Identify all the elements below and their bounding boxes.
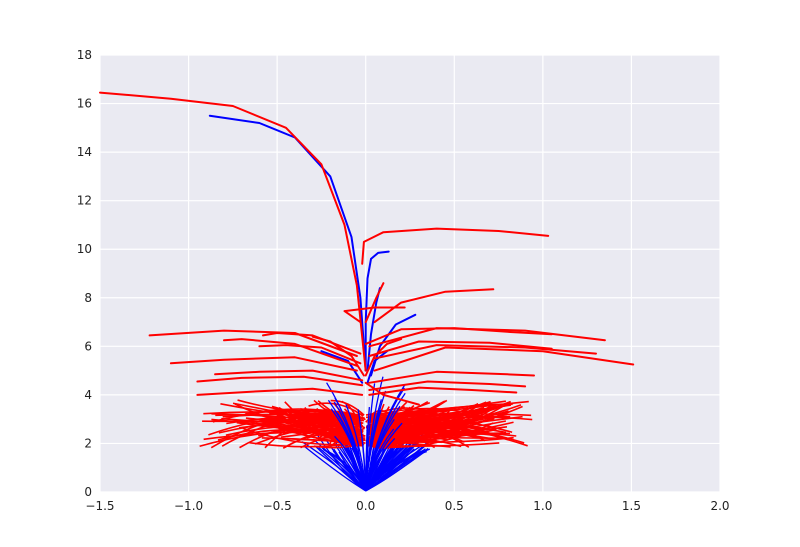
series-line-28 (311, 335, 365, 377)
series-line-25 (368, 386, 518, 396)
y-tick-label: 8 (84, 291, 92, 305)
x-tick-label: −0.5 (263, 499, 292, 513)
blue-bundle-line (321, 447, 367, 492)
y-tick-label: 10 (77, 242, 92, 256)
series-line-8 (364, 282, 385, 324)
series-line-26 (196, 387, 364, 396)
x-tick-label: 2.0 (710, 499, 729, 513)
x-tick-label: 1.0 (533, 499, 552, 513)
y-tick-label: 4 (84, 388, 92, 402)
blue-bundle-line (365, 445, 422, 492)
series-line-21 (214, 369, 364, 382)
red-bundle-line (368, 415, 404, 432)
x-tick-label: −1.5 (85, 499, 114, 513)
x-axis-tick-labels: −1.5 −1.0 −0.5 0.0 0.5 1.0 1.5 2.0 (85, 499, 729, 513)
x-tick-label: −1.0 (174, 499, 203, 513)
series-line-15 (368, 340, 553, 357)
series-line-10 (343, 306, 406, 324)
series-line-24 (368, 380, 527, 391)
y-tick-label: 14 (77, 145, 92, 159)
red-bundle-line (330, 399, 365, 416)
x-tick-label: 0.5 (445, 499, 464, 513)
red-bundle-line (249, 441, 361, 448)
y-tick-label: 18 (77, 48, 92, 62)
blue-stem-line (365, 419, 395, 488)
blue-stem-line (357, 409, 367, 488)
series-line-27 (364, 338, 403, 377)
y-tick-label: 0 (84, 485, 92, 499)
blue-stem-line (365, 376, 384, 488)
y-tick-label: 6 (84, 339, 92, 353)
series-line-19 (223, 338, 358, 367)
series-line-13 (373, 344, 597, 360)
red-bundle-line (203, 431, 358, 441)
series-line-16 (148, 329, 358, 357)
series-line-12 (368, 327, 606, 348)
series-line-6 (99, 91, 367, 372)
y-axis-tick-labels: 0 2 4 6 8 10 12 14 16 18 (77, 48, 92, 499)
series-line-23 (368, 370, 535, 384)
series-line-0 (208, 114, 367, 372)
series-line-5 (366, 350, 388, 384)
series-line-7 (361, 227, 550, 265)
series-line-20 (258, 344, 362, 365)
series-line-4 (320, 350, 364, 384)
red-bundle-line (365, 413, 388, 423)
series-line-18 (169, 356, 358, 372)
series-layer (99, 91, 635, 406)
red-bundle-line (261, 437, 359, 445)
red-bundle-line (373, 400, 491, 440)
x-tick-label: 1.5 (622, 499, 641, 513)
series-line-1 (364, 250, 390, 372)
red-bundle-line (345, 413, 361, 422)
series-line-22 (196, 375, 364, 387)
blue-bundle-line (365, 440, 417, 492)
series-line-14 (373, 346, 635, 372)
x-tick-label: 0.0 (356, 499, 375, 513)
series-line-9 (373, 288, 495, 324)
blue-stem-line (334, 397, 367, 488)
series-line-29 (364, 381, 420, 406)
red-bundle-line (371, 426, 525, 444)
y-tick-label: 12 (77, 194, 92, 208)
y-tick-label: 16 (77, 97, 92, 111)
bundle-fill-layer (199, 376, 533, 492)
series-line-17 (262, 332, 362, 355)
y-tick-label: 2 (84, 436, 92, 450)
